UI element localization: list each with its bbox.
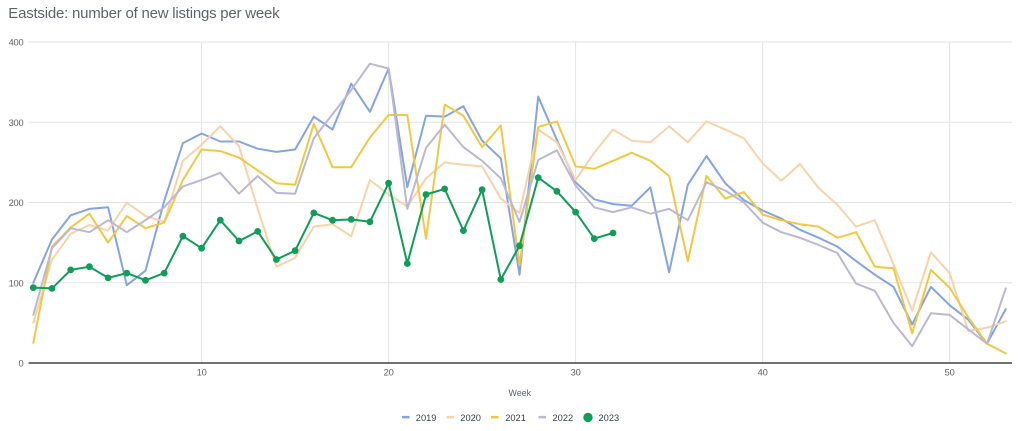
svg-text:40: 40 xyxy=(758,367,768,377)
svg-text:2019: 2019 xyxy=(416,413,437,423)
svg-text:0: 0 xyxy=(19,359,24,369)
svg-text:400: 400 xyxy=(9,38,24,48)
svg-text:50: 50 xyxy=(945,367,955,377)
svg-text:2023: 2023 xyxy=(599,413,620,423)
svg-text:300: 300 xyxy=(9,118,24,128)
svg-text:2021: 2021 xyxy=(505,413,526,423)
svg-text:30: 30 xyxy=(571,367,581,377)
svg-text:20: 20 xyxy=(384,367,394,377)
svg-text:Week: Week xyxy=(509,388,532,398)
svg-text:200: 200 xyxy=(9,198,24,208)
svg-text:Eastside: number of new listin: Eastside: number of new listings per wee… xyxy=(8,5,280,22)
svg-text:2020: 2020 xyxy=(460,413,481,423)
svg-text:100: 100 xyxy=(9,278,24,288)
svg-text:10: 10 xyxy=(197,367,207,377)
svg-text:2022: 2022 xyxy=(553,413,574,423)
